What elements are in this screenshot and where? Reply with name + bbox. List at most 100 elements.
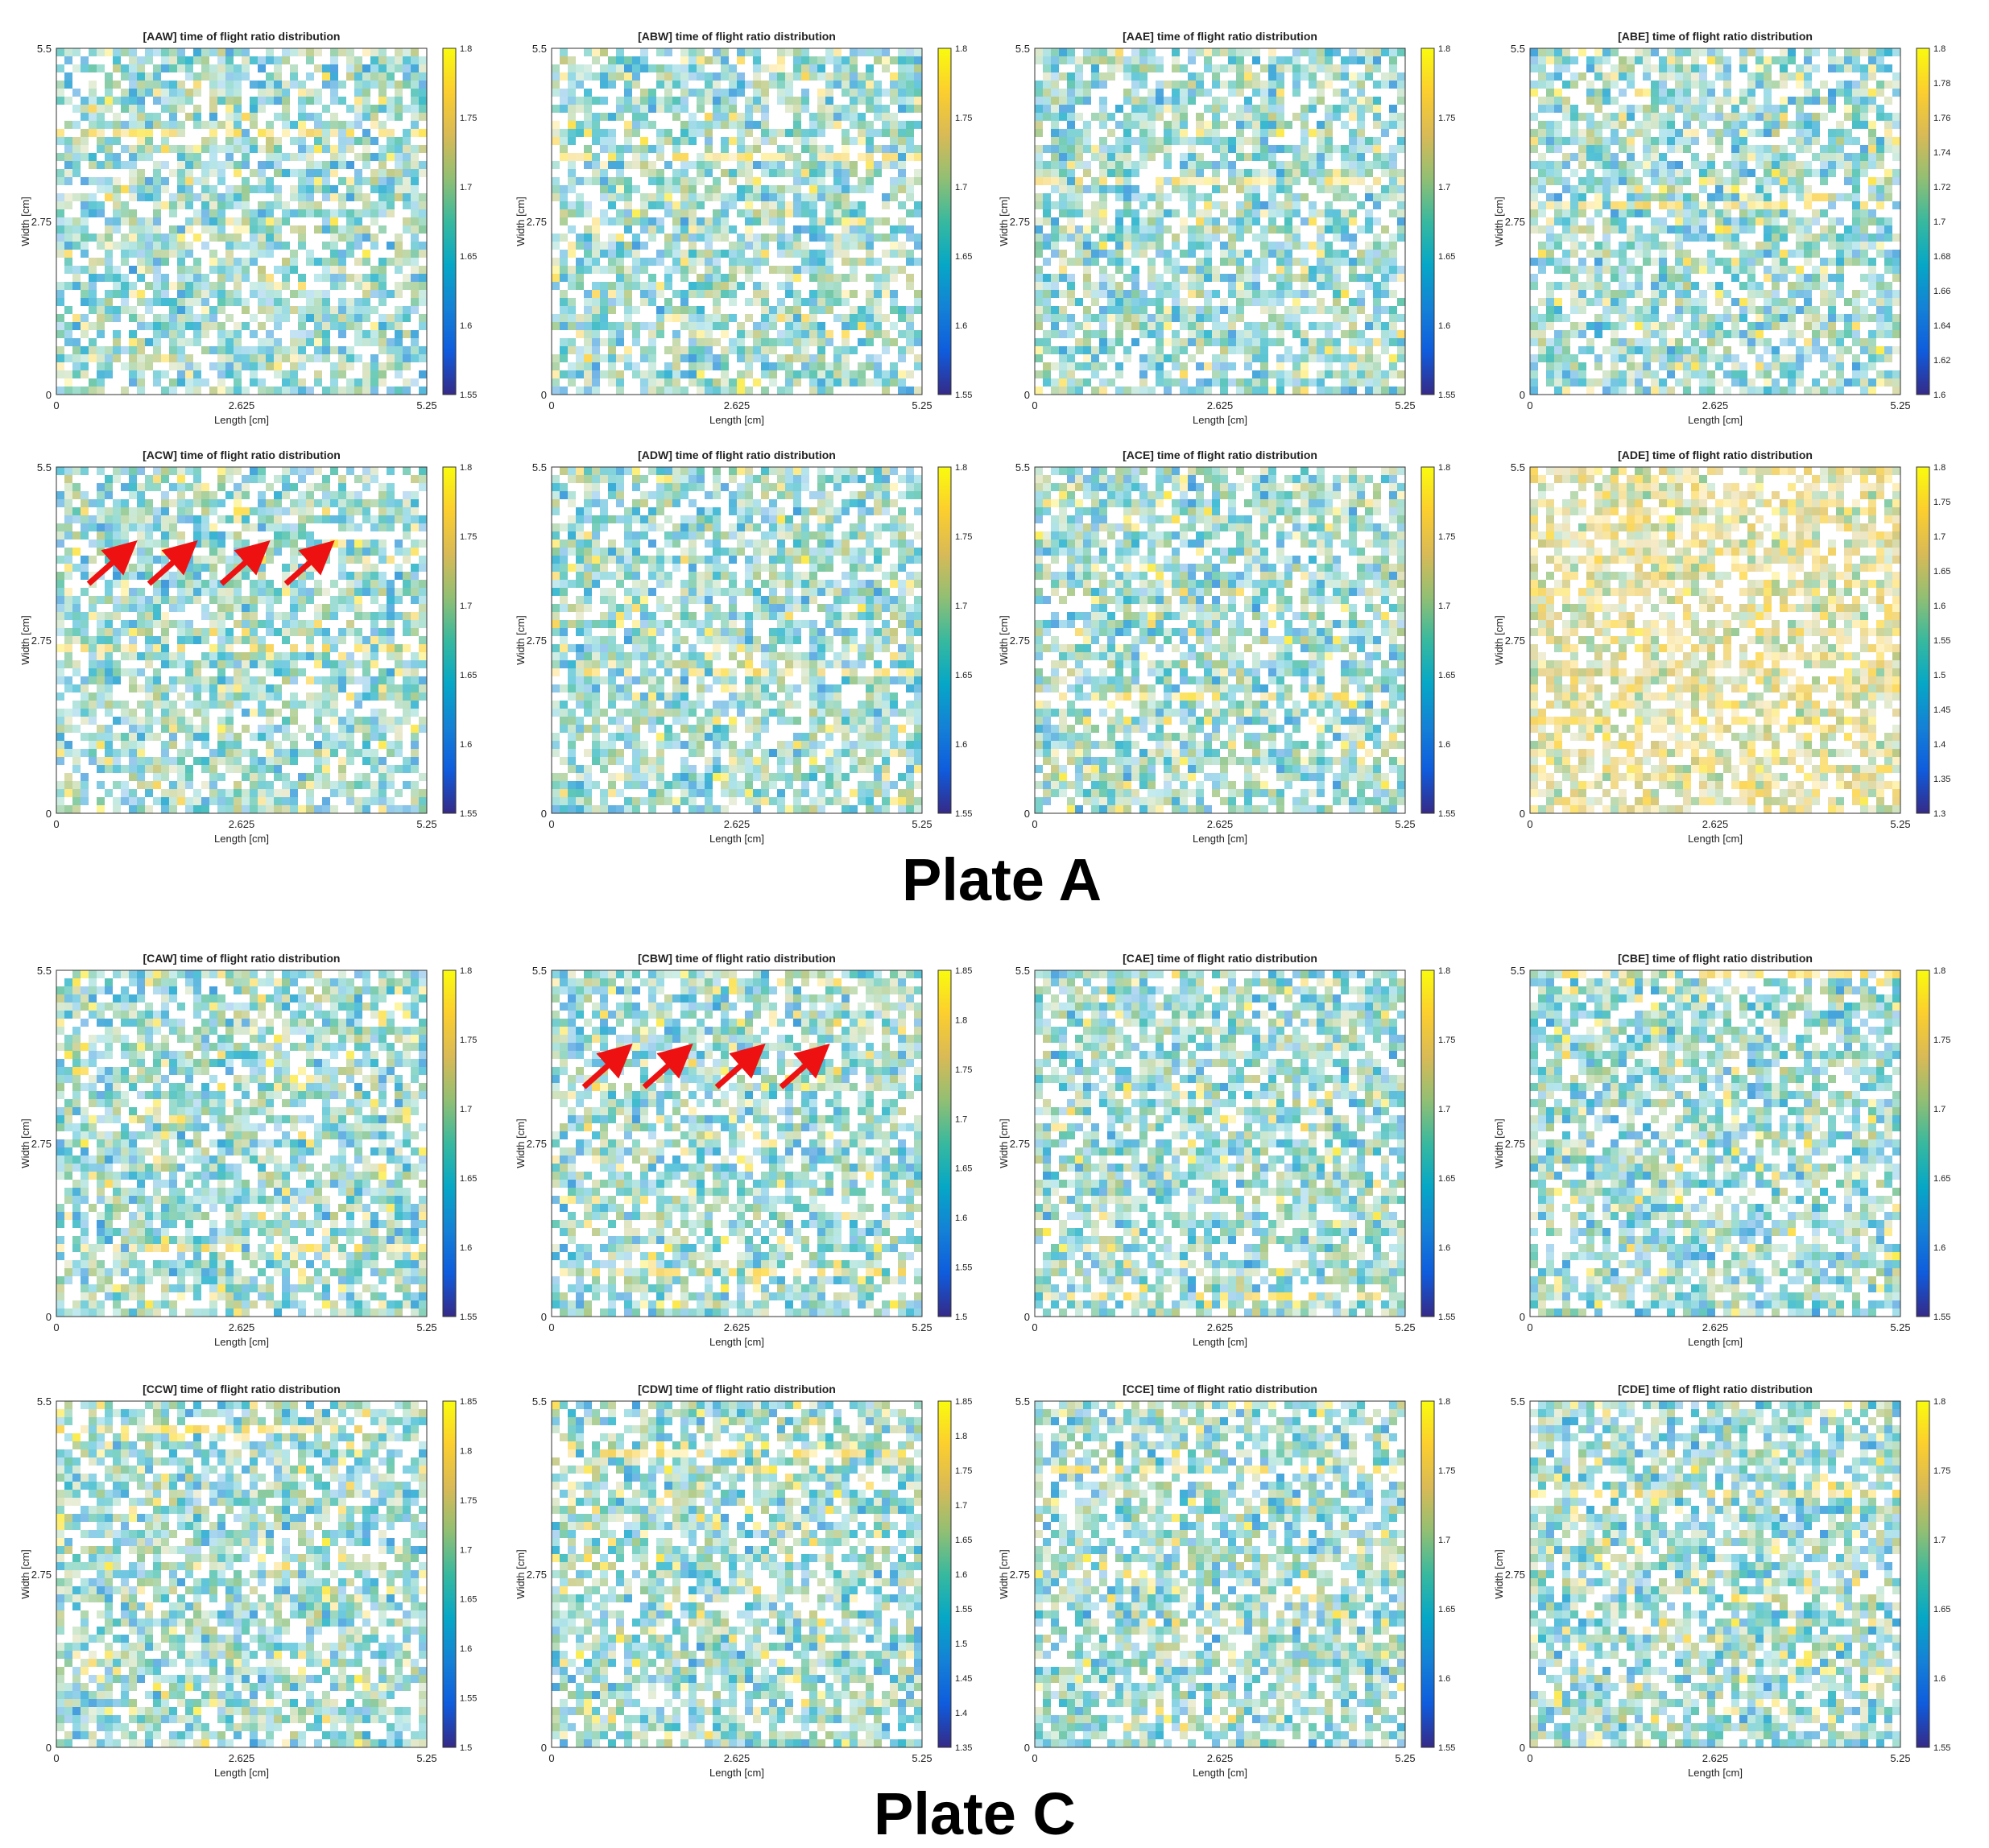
x-tick-label: 2.625 bbox=[1207, 1752, 1234, 1764]
colorbar-tick-label: 1.55 bbox=[1438, 1313, 1455, 1322]
heatmap-cells bbox=[1035, 970, 1405, 1317]
colorbar-tick-label: 1.4 bbox=[955, 1709, 967, 1718]
colorbar-tick-label: 1.7 bbox=[955, 602, 967, 611]
colorbar bbox=[937, 969, 952, 1317]
x-tick-label: 0 bbox=[1527, 1321, 1532, 1333]
colorbar-tick-label: 1.6 bbox=[460, 1243, 472, 1253]
colorbar-tick-label: 1.65 bbox=[460, 671, 477, 680]
colorbar bbox=[937, 466, 952, 814]
heatmap-panel: [CCW] time of flight ratio distribution 0… bbox=[20, 1383, 477, 1779]
colorbar-tick-label: 1.65 bbox=[1438, 1174, 1455, 1184]
y-tick-label: 5.5 bbox=[532, 461, 547, 473]
colorbar-tick-label: 1.62 bbox=[1933, 356, 1950, 366]
colorbar-tick-label: 1.55 bbox=[955, 809, 972, 819]
colorbar-tick-label: 1.75 bbox=[955, 1065, 972, 1075]
plot-frame bbox=[1034, 969, 1406, 1317]
colorbar-tick-label: 1.8 bbox=[1438, 1397, 1450, 1407]
plate-a-label: Plate A bbox=[902, 845, 1102, 914]
colorbar-tick-label: 1.55 bbox=[1438, 391, 1455, 400]
x-tick-label: 2.625 bbox=[724, 1752, 751, 1764]
colorbar-tick-label: 1.4 bbox=[1933, 740, 1946, 750]
x-axis-label: Length [cm] bbox=[214, 833, 269, 845]
x-axis-label: Length [cm] bbox=[1688, 1767, 1743, 1779]
y-tick-label: 0 bbox=[541, 1311, 547, 1323]
colorbar-tick-label: 1.55 bbox=[460, 1313, 477, 1322]
plot-frame bbox=[551, 1400, 923, 1748]
chart-title: [CAE] time of flight ratio distribution bbox=[1123, 952, 1317, 965]
y-tick-label: 5.5 bbox=[532, 965, 547, 977]
colorbar-tick-label: 1.75 bbox=[1438, 114, 1455, 123]
y-tick-label: 0 bbox=[1520, 389, 1525, 401]
colorbar-tick-label: 1.75 bbox=[1933, 1466, 1950, 1476]
y-tick-label: 2.75 bbox=[1010, 216, 1030, 228]
colorbar-tick-label: 1.7 bbox=[1933, 532, 1946, 542]
x-tick-label: 5.25 bbox=[1395, 1752, 1415, 1764]
colorbar-tick-label: 1.45 bbox=[955, 1674, 972, 1684]
colorbar-tick-label: 1.7 bbox=[955, 1114, 967, 1124]
colorbar-tick-label: 1.8 bbox=[1438, 463, 1450, 473]
colorbar-tick-label: 1.7 bbox=[460, 1545, 472, 1555]
y-tick-label: 2.75 bbox=[31, 1138, 52, 1150]
x-axis-label: Length [cm] bbox=[214, 414, 269, 426]
x-tick-label: 5.25 bbox=[912, 1321, 932, 1333]
plate-c-label: Plate C bbox=[874, 1780, 1076, 1848]
x-tick-label: 0 bbox=[53, 399, 59, 411]
colorbar-tick-label: 1.7 bbox=[955, 183, 967, 192]
heatmap-panel: [CAW] time of flight ratio distribution 0… bbox=[20, 952, 477, 1348]
colorbar-tick-label: 1.75 bbox=[955, 114, 972, 123]
plot-frame bbox=[551, 969, 923, 1317]
colorbar-tick-label: 1.75 bbox=[1438, 532, 1455, 542]
y-tick-label: 2.75 bbox=[1010, 635, 1030, 647]
colorbar-tick-label: 1.6 bbox=[955, 1213, 967, 1223]
colorbar-tick-label: 1.6 bbox=[1438, 1243, 1450, 1253]
colorbar-tick-label: 1.75 bbox=[1438, 1466, 1455, 1476]
x-axis-label: Length [cm] bbox=[709, 1336, 764, 1348]
colorbar-tick-label: 1.6 bbox=[460, 740, 472, 750]
y-tick-label: 0 bbox=[541, 389, 547, 401]
y-axis-label: Width [cm] bbox=[999, 1549, 1010, 1598]
colorbar-tick-label: 1.35 bbox=[955, 1743, 972, 1753]
colorbar-tick-label: 1.7 bbox=[460, 602, 472, 611]
x-axis-label: Length [cm] bbox=[709, 1767, 764, 1779]
colorbar bbox=[442, 1400, 457, 1748]
colorbar-tick-label: 1.8 bbox=[1438, 44, 1450, 54]
colorbar-tick-label: 1.8 bbox=[460, 1446, 472, 1456]
heatmap-panel: [CBW] time of flight ratio distribution 0… bbox=[515, 952, 972, 1348]
colorbar-tick-label: 1.65 bbox=[1933, 1174, 1950, 1184]
y-tick-label: 2.75 bbox=[1505, 635, 1525, 647]
colorbar-tick-label: 1.65 bbox=[1438, 1605, 1455, 1614]
annotation-arrow bbox=[714, 1044, 766, 1089]
x-tick-label: 0 bbox=[1527, 1752, 1532, 1764]
annotation-arrow bbox=[219, 540, 271, 586]
colorbar-tick-label: 1.7 bbox=[1933, 1105, 1946, 1114]
y-tick-label: 5.5 bbox=[532, 1395, 547, 1408]
x-tick-label: 2.625 bbox=[1702, 818, 1729, 830]
colorbar-tick-label: 1.55 bbox=[460, 391, 477, 400]
x-tick-label: 2.625 bbox=[1207, 818, 1234, 830]
colorbar-tick-label: 1.55 bbox=[955, 1263, 972, 1273]
chart-title: [CCW] time of flight ratio distribution bbox=[143, 1383, 341, 1395]
x-tick-label: 0 bbox=[548, 1321, 554, 1333]
x-tick-label: 2.625 bbox=[229, 818, 255, 830]
y-tick-label: 2.75 bbox=[1010, 1138, 1030, 1150]
annotation-arrow bbox=[779, 1044, 830, 1089]
chart-title: [CDW] time of flight ratio distribution bbox=[638, 1383, 836, 1395]
y-tick-label: 5.5 bbox=[1511, 1395, 1525, 1408]
y-tick-label: 2.75 bbox=[527, 1569, 547, 1581]
colorbar-tick-label: 1.78 bbox=[1933, 79, 1950, 89]
colorbar-tick-label: 1.8 bbox=[955, 1015, 967, 1025]
colorbar-tick-label: 1.7 bbox=[955, 1501, 967, 1511]
y-tick-label: 0 bbox=[541, 808, 547, 820]
colorbar-tick-label: 1.85 bbox=[460, 1397, 477, 1407]
x-tick-label: 0 bbox=[1032, 818, 1037, 830]
plot-frame bbox=[1529, 1400, 1901, 1748]
y-tick-label: 5.5 bbox=[37, 965, 52, 977]
y-tick-label: 2.75 bbox=[31, 216, 52, 228]
y-tick-label: 0 bbox=[1024, 808, 1030, 820]
x-tick-label: 0 bbox=[53, 1321, 59, 1333]
x-tick-label: 5.25 bbox=[1395, 818, 1415, 830]
x-tick-label: 5.25 bbox=[912, 399, 932, 411]
x-axis-label: Length [cm] bbox=[214, 1336, 269, 1348]
colorbar-tick-label: 1.6 bbox=[1933, 602, 1946, 611]
y-axis-label: Width [cm] bbox=[515, 1549, 527, 1598]
